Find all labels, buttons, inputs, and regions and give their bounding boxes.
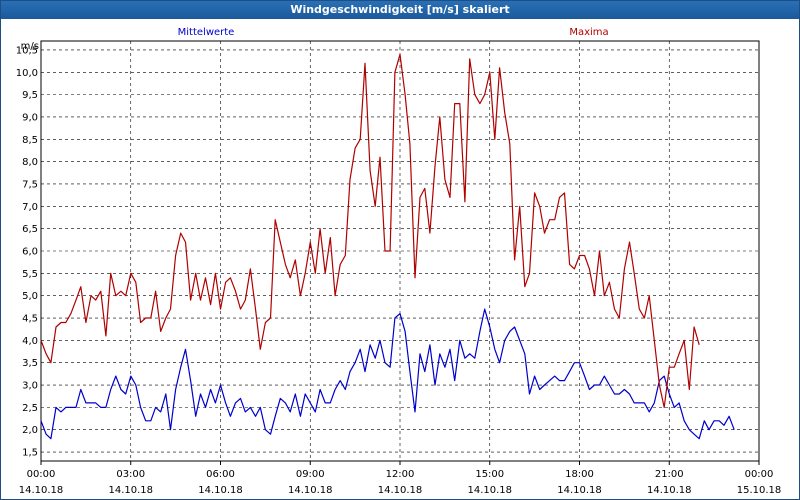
y-tick-label: 6,5 bbox=[22, 224, 38, 235]
x-tick-date: 14.10.18 bbox=[108, 485, 153, 496]
y-tick-label: 4,0 bbox=[22, 336, 38, 347]
y-tick-label: 5,5 bbox=[22, 269, 38, 280]
legend-maxima: Maxima bbox=[569, 27, 608, 38]
y-tick-label: 2,0 bbox=[22, 425, 38, 436]
y-tick-label: 9,0 bbox=[22, 112, 38, 123]
x-tick-time: 15:00 bbox=[475, 469, 504, 480]
x-tick-date: 14.10.18 bbox=[198, 485, 243, 496]
x-tick-time: 21:00 bbox=[655, 469, 684, 480]
y-tick-label: 1,5 bbox=[22, 448, 38, 459]
legend: Mittelwerte Maxima bbox=[178, 27, 609, 38]
x-tick-date: 14.10.18 bbox=[557, 485, 602, 496]
x-tick-time: 00:00 bbox=[745, 469, 774, 480]
y-tick-label: 2,5 bbox=[22, 403, 38, 414]
x-tick-date: 14.10.18 bbox=[378, 485, 423, 496]
series-line-maxima bbox=[40, 53, 700, 408]
y-tick-label: 7,5 bbox=[22, 179, 38, 190]
y-tick-label: 9,5 bbox=[22, 90, 38, 101]
grid-lines bbox=[41, 41, 759, 461]
y-tick-label: 7,0 bbox=[22, 202, 38, 213]
legend-mittelwerte: Mittelwerte bbox=[178, 27, 235, 38]
y-axis-ticks: 1,5 2,0 2,5 3,0 3,5 4,0 4,5 5,0 5,5 6,0 6,5 7,0 7,5 8… bbox=[16, 45, 38, 458]
x-tick-time: 18:00 bbox=[565, 469, 594, 480]
x-tick-date: 15.10.18 bbox=[737, 485, 782, 496]
y-tick-label: 4,5 bbox=[22, 314, 38, 325]
x-tick-date: 14.10.18 bbox=[19, 485, 64, 496]
y-tick-label: 5,0 bbox=[22, 291, 38, 302]
y-tick-label: 3,5 bbox=[22, 358, 38, 369]
y-tick-label: 8,0 bbox=[22, 157, 38, 168]
x-tick-time: 06:00 bbox=[206, 469, 235, 480]
wind-speed-chart: 1,5 2,0 2,5 3,0 3,5 4,0 4,5 5,0 5,5 6,0 6,5 7,0 7,5 8… bbox=[16, 27, 782, 496]
x-tick-date: 14.10.18 bbox=[467, 485, 512, 496]
series-lines bbox=[40, 53, 735, 440]
x-axis-ticks: 00:00 14.10.18 03:00 14.10.18 06:00 14.10.18 0… bbox=[19, 461, 782, 496]
y-tick-label: 8,5 bbox=[22, 135, 38, 146]
x-tick-date: 14.10.18 bbox=[647, 485, 692, 496]
y-tick-label: 3,0 bbox=[22, 381, 38, 392]
x-tick-time: 12:00 bbox=[386, 469, 415, 480]
x-tick-time: 09:00 bbox=[296, 469, 325, 480]
window-title: Windgeschwindigkeit [m/s] skaliert bbox=[1, 1, 799, 19]
series-line-mittelwerte bbox=[40, 308, 735, 440]
y-tick-label: 10,0 bbox=[16, 68, 38, 79]
x-tick-time: 00:00 bbox=[27, 469, 56, 480]
y-tick-label: 10,5 bbox=[16, 45, 38, 56]
y-tick-label: 6,0 bbox=[22, 247, 38, 258]
x-tick-date: 14.10.18 bbox=[288, 485, 333, 496]
x-tick-time: 03:00 bbox=[116, 469, 145, 480]
y-axis-label: m/s bbox=[21, 41, 39, 52]
